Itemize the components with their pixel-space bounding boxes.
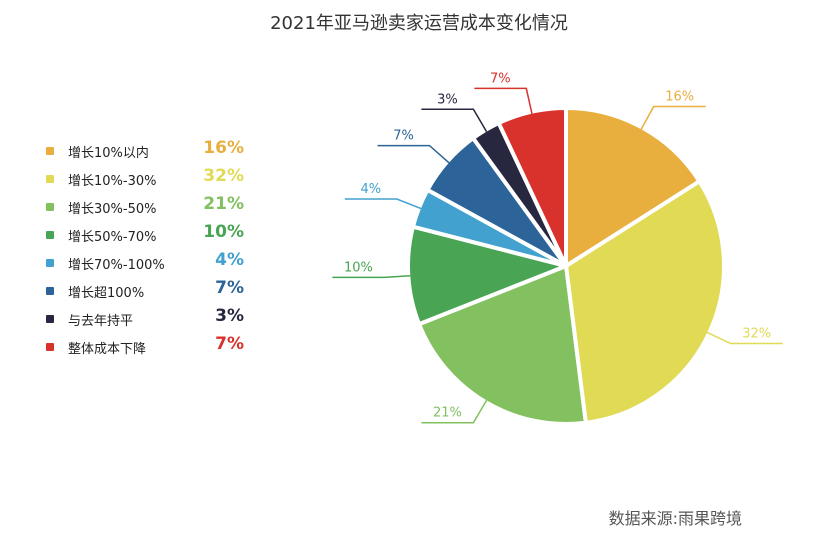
legend-swatch bbox=[46, 231, 54, 239]
legend-value: 10% bbox=[203, 222, 244, 242]
source-note: 数据来源:雨果跨境 bbox=[608, 509, 742, 528]
legend-item: 增长70%-100% 4% bbox=[46, 250, 256, 280]
legend-item: 与去年持平 3% bbox=[46, 306, 256, 336]
legend-swatch bbox=[46, 175, 54, 183]
leader-line bbox=[474, 87, 533, 114]
legend-label: 增长30%-50% bbox=[68, 202, 157, 217]
legend-swatch bbox=[46, 147, 54, 155]
leader-line bbox=[377, 144, 450, 164]
legend-swatch bbox=[46, 259, 54, 267]
legend-value: 16% bbox=[203, 138, 244, 158]
leader-line bbox=[332, 275, 411, 279]
legend: 增长10%以内 16% 增长10%-30% 32% 增长30%-50% 21% 增长50%-… bbox=[46, 138, 256, 364]
legend-item: 增长50%-70% 10% bbox=[46, 222, 256, 252]
slice-label: 7% bbox=[393, 129, 414, 144]
slice-label: 16% bbox=[665, 90, 694, 105]
legend-swatch bbox=[46, 343, 54, 351]
legend-label: 增长70%-100% bbox=[68, 258, 165, 273]
leader-line bbox=[421, 399, 488, 424]
legend-label: 与去年持平 bbox=[68, 314, 134, 329]
leader-line bbox=[706, 331, 783, 345]
legend-swatch bbox=[46, 203, 54, 211]
legend-item: 整体成本下降 7% bbox=[46, 334, 256, 364]
slice-labels: 16% 32% 21% 10% 4% 7% 3% 7% bbox=[332, 71, 783, 424]
legend-label: 整体成本下降 bbox=[68, 342, 147, 357]
slice-label: 21% bbox=[433, 406, 462, 421]
legend-item: 增长10%-30% 32% bbox=[46, 166, 256, 196]
legend-item: 增长30%-50% 21% bbox=[46, 194, 256, 224]
legend-value: 7% bbox=[215, 334, 244, 354]
slice-label: 3% bbox=[437, 92, 458, 107]
leader-line bbox=[344, 198, 422, 210]
legend-swatch bbox=[46, 287, 54, 295]
legend-value: 21% bbox=[203, 194, 244, 214]
legend-label: 增长50%-70% bbox=[68, 230, 157, 245]
pie-slices bbox=[406, 106, 726, 426]
legend-value: 3% bbox=[215, 306, 244, 326]
legend-item: 增长超100% 7% bbox=[46, 278, 256, 308]
legend-label: 增长超100% bbox=[68, 286, 145, 301]
slice-label: 10% bbox=[344, 260, 373, 275]
slice-label: 32% bbox=[742, 327, 771, 342]
slice-label: 7% bbox=[490, 71, 511, 86]
legend-value: 4% bbox=[215, 250, 244, 270]
legend-label: 增长10%以内 bbox=[68, 146, 149, 161]
legend-label: 增长10%-30% bbox=[68, 174, 157, 189]
slice-label: 4% bbox=[360, 182, 381, 197]
legend-value: 7% bbox=[215, 278, 244, 298]
leader-line bbox=[640, 105, 706, 130]
chart-title: 2021年亚马逊卖家运营成本变化情况 bbox=[270, 13, 568, 34]
legend-item: 增长10%以内 16% bbox=[46, 138, 256, 168]
leader-line bbox=[421, 108, 488, 133]
legend-swatch bbox=[46, 315, 54, 323]
legend-value: 32% bbox=[203, 166, 244, 186]
